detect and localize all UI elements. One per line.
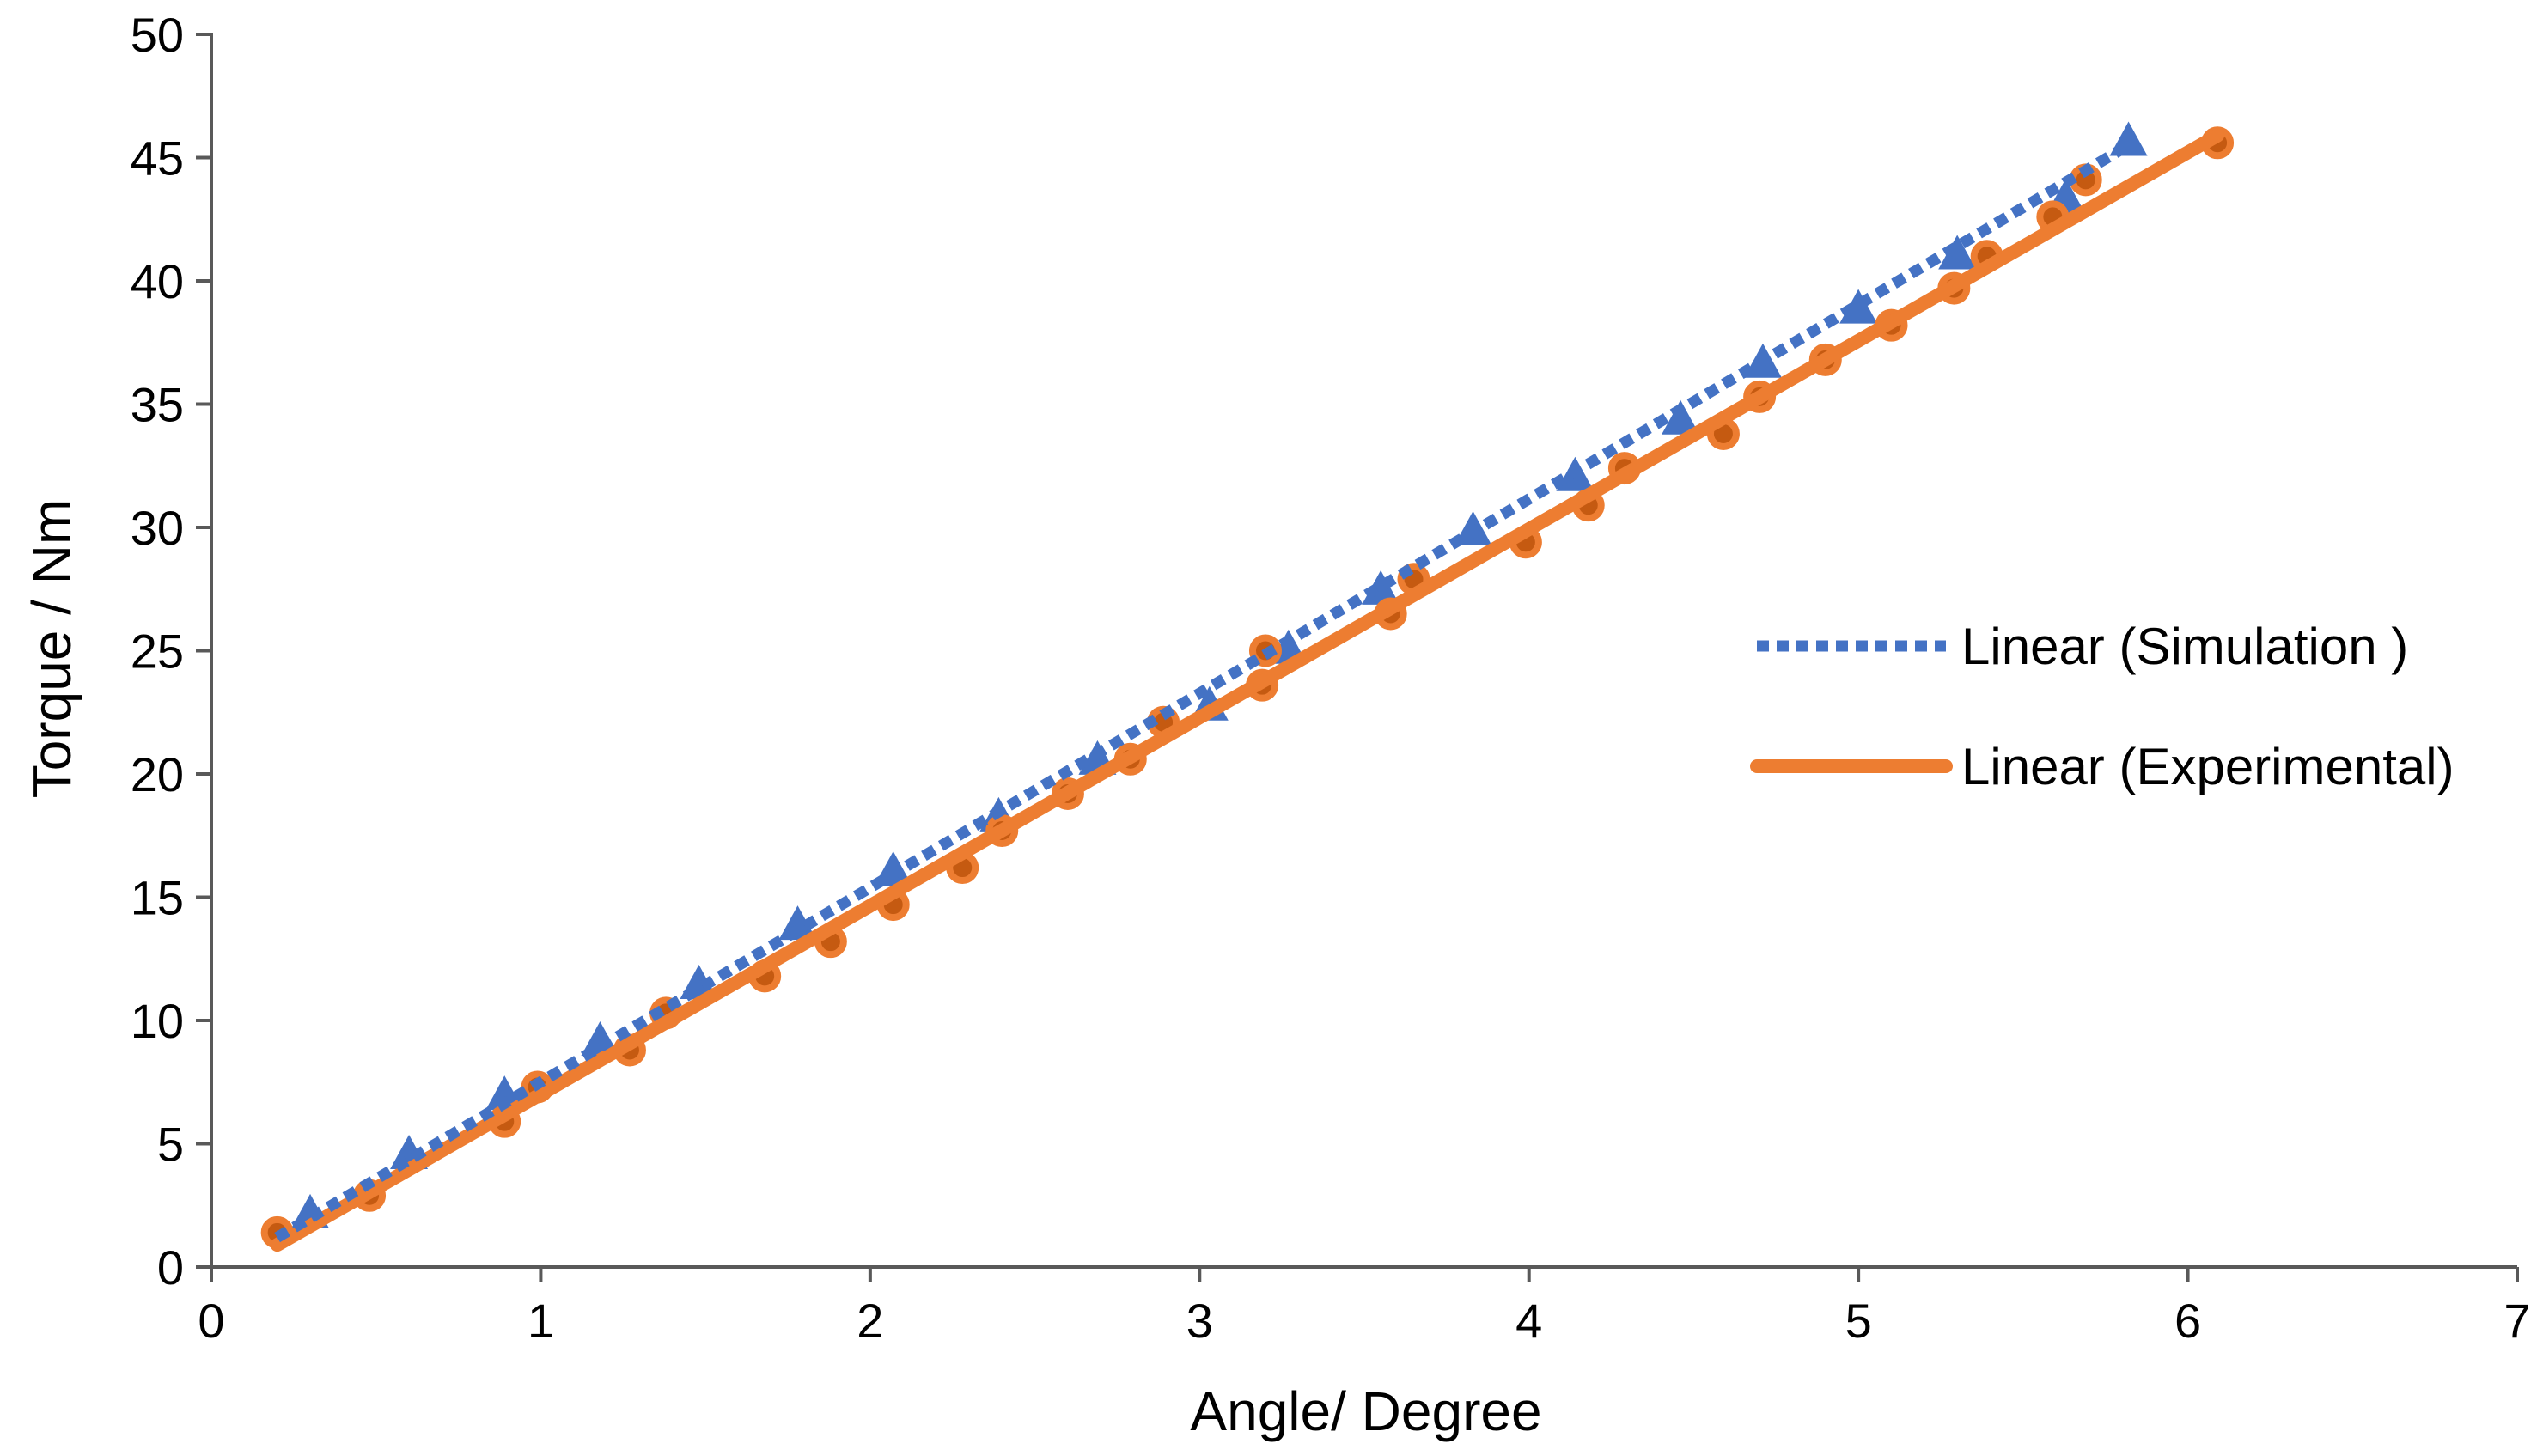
x-tick-label: 6 bbox=[2174, 1294, 2201, 1348]
x-axis-title: Angle/ Degree bbox=[1190, 1380, 1541, 1442]
simulation-point bbox=[485, 1075, 524, 1111]
y-axis-title: Torque / Nm bbox=[21, 499, 82, 799]
legend-label-sim-trend: Linear (Simulation ) bbox=[1961, 618, 2408, 675]
sim-trend-line bbox=[274, 140, 2131, 1243]
x-tick-label: 1 bbox=[528, 1294, 554, 1348]
trendlines bbox=[270, 128, 2225, 1252]
y-tick-label: 30 bbox=[131, 501, 184, 555]
x-tick-label: 5 bbox=[1845, 1294, 1872, 1348]
y-tick-label: 45 bbox=[131, 131, 184, 186]
y-tick-label: 20 bbox=[131, 747, 184, 801]
legend: Linear (Simulation ) Linear (Experimental… bbox=[1750, 618, 2455, 795]
exp-trend-line bbox=[270, 128, 2225, 1252]
y-tick-label: 0 bbox=[157, 1240, 184, 1295]
y-tick-label: 15 bbox=[131, 871, 184, 925]
x-tick-label: 2 bbox=[857, 1294, 883, 1348]
simulation-point bbox=[1662, 399, 1700, 435]
y-tick-label: 50 bbox=[131, 8, 184, 62]
x-tick-label: 4 bbox=[1515, 1294, 1542, 1348]
x-tick-label: 0 bbox=[198, 1294, 224, 1348]
y-tick-label: 40 bbox=[131, 254, 184, 308]
y-tick-label: 25 bbox=[131, 624, 184, 679]
y-tick-label: 5 bbox=[157, 1118, 184, 1172]
x-tick-label: 7 bbox=[2503, 1294, 2530, 1348]
y-tick-label: 10 bbox=[131, 994, 184, 1048]
x-tick-label: 3 bbox=[1186, 1294, 1213, 1348]
legend-label-exp-trend: Linear (Experimental) bbox=[1961, 738, 2455, 795]
y-tick-label: 35 bbox=[131, 378, 184, 432]
